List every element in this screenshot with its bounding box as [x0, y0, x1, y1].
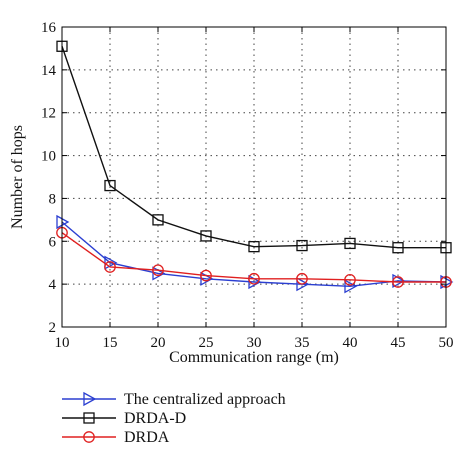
series-layer [56, 40, 454, 294]
x-tick-label: 25 [199, 335, 214, 351]
legend-label: The centralized approach [124, 391, 286, 408]
y-tick-label: 14 [41, 63, 57, 79]
y-axis-title: Number of hops [9, 125, 26, 229]
x-tick-label: 35 [295, 335, 310, 351]
tick-labels: 10 15 20 25 30 35 40 45 50 2 4 6 8 10 12 14 16 [41, 20, 454, 351]
y-tick-label: 4 [49, 277, 57, 293]
x-tick-label: 50 [439, 335, 454, 351]
data-point-square [248, 240, 260, 253]
y-tick-label: 8 [49, 191, 57, 207]
data-point-square [104, 179, 116, 192]
y-tick-label: 10 [41, 149, 56, 165]
legend-entry: DRDA [62, 429, 170, 446]
data-point-circle [152, 264, 164, 277]
x-tick-label: 10 [55, 335, 70, 351]
y-tick-label: 12 [41, 106, 56, 122]
x-tick-label: 40 [343, 335, 358, 351]
x-axis-title: Communication range (m) [169, 349, 339, 366]
series-line-circle [61, 232, 446, 283]
legend-marker-triangle-right [83, 391, 97, 407]
data-point-square [296, 239, 308, 252]
data-point-circle [344, 274, 356, 286]
x-tick-label: 45 [391, 335, 406, 351]
legend-label: DRDA [124, 429, 170, 446]
tick-marks [61, 26, 447, 328]
data-point-circle [392, 276, 404, 288]
legend-entry: DRDA-D [62, 410, 186, 427]
data-point-triangle-right [344, 279, 358, 294]
x-tick-label: 15 [103, 335, 118, 351]
data-point-square [200, 230, 212, 242]
series-square [56, 40, 452, 254]
legend-marker-circle [83, 431, 95, 443]
data-point-circle [248, 272, 260, 285]
legend-label: DRDA-D [124, 410, 186, 427]
data-point-square [392, 242, 404, 254]
legend: The centralized approach DRDA-D DRDA [62, 391, 286, 446]
data-point-square [344, 237, 356, 250]
data-point-square [152, 214, 164, 226]
y-tick-label: 6 [49, 234, 57, 250]
data-point-circle [200, 269, 212, 282]
y-tick-label: 2 [49, 320, 57, 336]
grid-lines [62, 27, 446, 327]
y-tick-label: 16 [41, 20, 57, 36]
x-tick-label: 30 [247, 335, 262, 351]
series-line-square [61, 46, 446, 249]
data-point-circle [296, 272, 308, 285]
data-point-circle [104, 261, 116, 273]
series-circle [56, 226, 452, 288]
data-point-triangle-right [296, 277, 310, 292]
x-tick-label: 20 [151, 335, 166, 351]
legend-entry: The centralized approach [62, 391, 286, 408]
legend-marker-square [83, 412, 95, 424]
series-line-triangle-right [61, 221, 447, 287]
